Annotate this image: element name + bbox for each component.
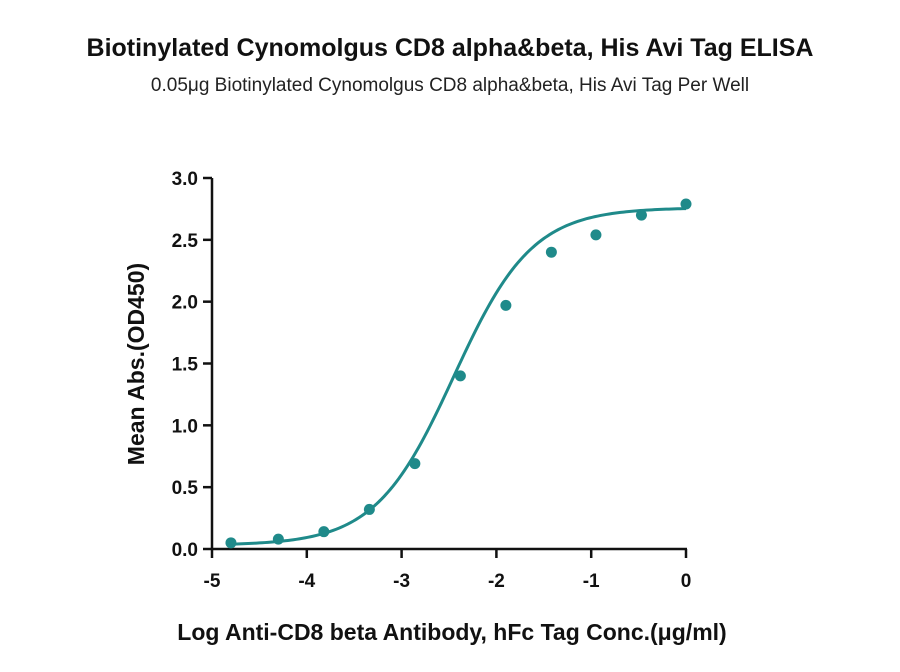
y-tick-label: 2.5	[172, 231, 199, 252]
data-point	[454, 370, 466, 382]
chart-title: Biotinylated Cynomolgus CD8 alpha&beta, …	[87, 34, 814, 62]
x-ticks: -5 -4 -3 -2 -1 0	[204, 549, 692, 592]
fit-curve	[230, 207, 687, 546]
y-tick-label: 0.5	[172, 478, 199, 499]
data-point	[500, 299, 512, 311]
x-tick-label: -5	[204, 571, 221, 592]
data-point	[272, 533, 284, 545]
x-tick-label: -4	[298, 571, 315, 592]
y-ticks: 0.0 0.5 1.0 1.5 2.0 2.5 3.0	[172, 169, 212, 561]
data-point	[590, 229, 602, 241]
chart-subtitle: 0.05μg Biotinylated Cynomolgus CD8 alpha…	[151, 75, 749, 96]
data-point	[363, 503, 375, 515]
axes	[210, 178, 687, 551]
y-tick-label: 2.0	[172, 293, 198, 314]
y-tick-label: 1.5	[172, 355, 199, 376]
y-tick-label: 1.0	[172, 416, 198, 437]
x-tick-label: -2	[488, 571, 505, 592]
y-tick-label: 3.0	[172, 169, 198, 190]
data-point	[409, 458, 421, 470]
y-axis-label: Mean Abs.(OD450)	[123, 263, 149, 465]
data-point	[318, 526, 330, 538]
data-point	[635, 209, 647, 221]
y-tick-label: 0.0	[172, 540, 198, 561]
x-tick-label: -1	[583, 571, 600, 592]
data-point	[545, 246, 557, 258]
x-tick-label: 0	[681, 571, 692, 592]
x-axis-label: Log Anti-CD8 beta Antibody, hFc Tag Conc…	[177, 619, 726, 645]
series-layer	[225, 198, 692, 549]
x-tick-label: -3	[393, 571, 410, 592]
data-point	[225, 537, 237, 549]
data-point	[680, 198, 692, 210]
